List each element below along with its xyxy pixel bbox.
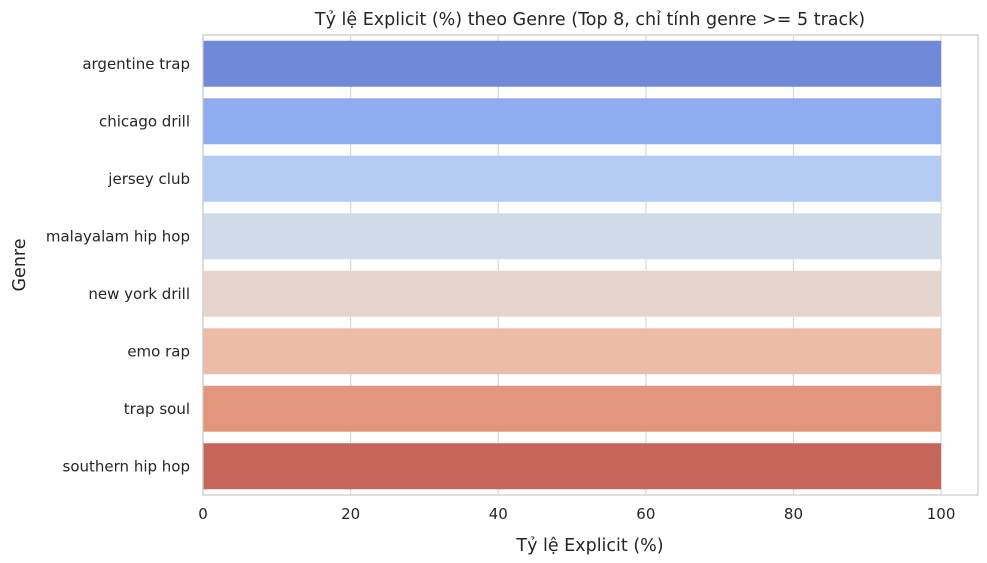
y-tick-label: malayalam hip hop: [46, 227, 190, 245]
bar: [203, 40, 942, 87]
x-tick-label: 80: [784, 505, 803, 523]
chart-title: Tỷ lệ Explicit (%) theo Genre (Top 8, ch…: [314, 10, 865, 30]
y-tick-label: southern hip hop: [63, 457, 190, 475]
bar: [203, 328, 942, 375]
bar: [203, 270, 942, 317]
x-tick-label: 0: [198, 505, 208, 523]
x-tick-labels: 0 20 40 60 80 100: [198, 505, 955, 523]
x-tick-label: 40: [489, 505, 508, 523]
y-tick-label: emo rap: [127, 342, 190, 360]
y-tick-label: trap soul: [124, 400, 190, 418]
x-axis-label: Tỷ lệ Explicit (%): [515, 536, 663, 556]
x-tick-label: 100: [927, 505, 956, 523]
bar: [203, 385, 942, 432]
y-axis-label: Genre: [10, 239, 30, 292]
x-tick-label: 60: [636, 505, 655, 523]
bar: [203, 213, 942, 260]
bar: [203, 155, 942, 202]
y-tick-label: jersey club: [107, 170, 190, 188]
y-tick-labels: argentine trap chicago drill jersey club ma…: [46, 55, 190, 476]
y-tick-label: new york drill: [88, 285, 190, 303]
y-tick-label: argentine trap: [82, 55, 190, 73]
x-tick-label: 20: [341, 505, 360, 523]
plot-frame: [202, 34, 979, 496]
bar: [203, 98, 942, 145]
y-tick-label: chicago drill: [99, 112, 190, 130]
bar: [203, 443, 942, 490]
bars: [203, 40, 942, 490]
